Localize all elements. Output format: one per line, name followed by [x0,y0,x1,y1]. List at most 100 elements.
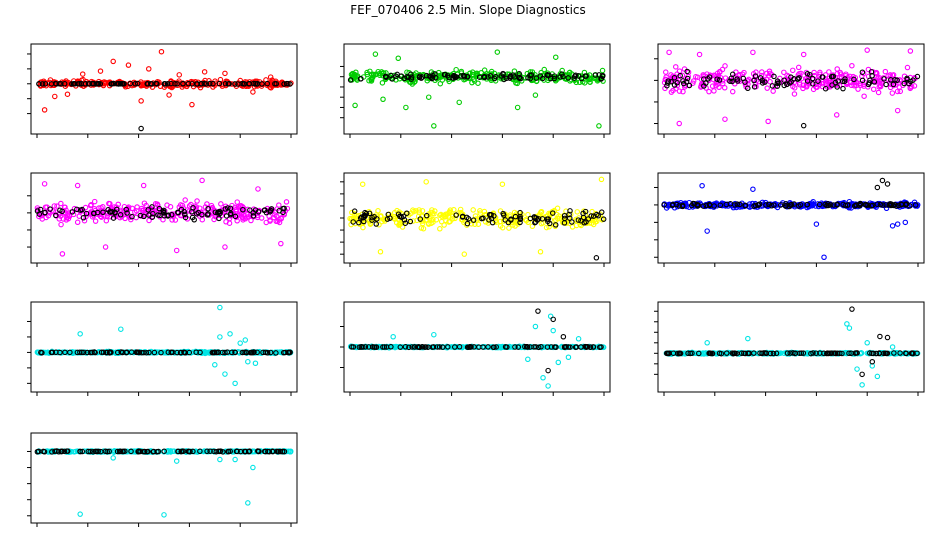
data-point [464,73,470,80]
data-point [264,80,271,87]
points-group [347,176,607,261]
data-point [695,202,701,208]
data-point [357,215,364,221]
outlier-point [359,181,366,187]
data-point [722,63,728,69]
data-point [761,350,767,356]
data-point [891,350,897,356]
data-point [430,216,436,223]
data-point [895,202,902,209]
data-point [169,217,175,223]
series-avg [661,177,919,210]
data-point [58,221,64,228]
outlier-point [499,181,506,187]
data-point [737,71,743,78]
data-point [440,212,447,219]
data-point [74,219,81,226]
outlier-point [696,51,703,58]
outlier-point [97,68,104,74]
data-point [167,204,174,210]
data-point [286,349,293,356]
data-point [246,448,253,454]
data-point [62,204,68,210]
data-point [194,198,200,204]
data-point [727,200,734,207]
data-point [507,73,514,79]
data-point [674,350,681,357]
data-point [781,69,787,76]
data-point [567,69,573,76]
data-point [275,448,282,455]
outlier-point [423,179,429,185]
data-point [189,81,195,87]
data-point [402,344,409,350]
data-point [155,212,161,218]
data-point [522,217,529,223]
data-point [803,83,810,90]
chart-panel-3 [654,43,925,138]
outlier-point [431,123,437,129]
data-point [39,216,46,222]
data-point [252,207,259,213]
data-point [832,79,839,86]
data-point [819,80,826,87]
data-point [729,88,736,95]
data-point [677,72,683,79]
data-point [405,74,412,81]
data-point [508,217,514,223]
data-point [820,74,826,80]
data-point [126,349,132,355]
data-point [552,222,559,228]
data-point [721,84,728,91]
data-point [42,210,48,216]
data-point [56,80,62,87]
series-all [35,447,294,518]
data-point [373,344,380,350]
data-point [109,209,115,215]
data-point [373,221,379,227]
data-point [897,88,904,95]
data-point [369,217,375,223]
outlier-point [894,221,901,227]
data-point [551,75,557,82]
data-point [117,81,124,87]
data-point [215,210,221,216]
data-point [458,73,464,79]
data-point [671,74,678,81]
data-point [446,78,452,85]
data-point [774,83,781,89]
data-point [809,75,816,82]
outlier-point [666,49,672,56]
data-point [485,344,491,350]
data-point [784,350,791,356]
data-point [80,349,87,356]
data-point [359,344,366,350]
data-point [169,349,176,356]
outlier-point [242,337,249,343]
data-point [442,71,448,78]
data-point [160,207,167,214]
outlier-point [874,184,881,191]
data-point [816,81,823,88]
data-point [205,205,211,212]
data-point [546,224,552,230]
data-point [498,73,505,79]
chart-panel-2 [340,43,611,138]
data-point [400,213,407,220]
data-point [848,79,854,86]
data-point [281,81,287,87]
outlier-point [125,62,132,68]
data-point [246,80,252,87]
data-point [114,448,121,455]
data-point [74,206,80,213]
data-point [544,213,551,219]
outlier-point [425,94,432,100]
data-point [210,80,216,87]
data-point [94,80,101,87]
data-point [91,198,98,205]
data-point [252,81,259,87]
data-point [247,207,253,213]
data-point [554,205,561,212]
outlier-point [877,333,883,340]
data-point [276,216,282,223]
